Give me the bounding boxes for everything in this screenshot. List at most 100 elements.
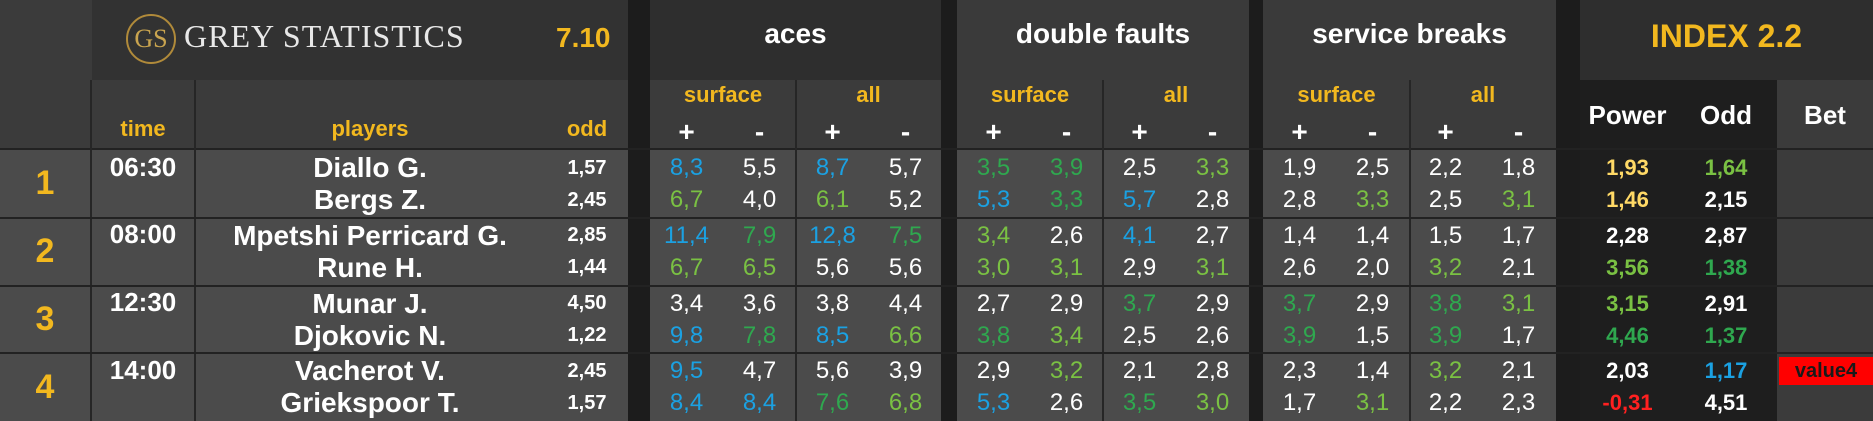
plus-sign: + bbox=[1437, 116, 1454, 147]
plus-sign: + bbox=[678, 116, 695, 147]
stat-value: 2,5 bbox=[1122, 154, 1157, 181]
col-divider bbox=[90, 80, 92, 421]
stat-value: 3,9 bbox=[1049, 154, 1084, 181]
stat-value: 2,9 bbox=[1049, 289, 1084, 317]
index-power-value: 1,93 bbox=[1606, 155, 1649, 180]
group-title-double-faults: double faults bbox=[1015, 18, 1191, 49]
stat-value: 5,3 bbox=[976, 186, 1011, 213]
index-power-value: 4,46 bbox=[1606, 322, 1649, 348]
stat-value: 3,4 bbox=[669, 289, 704, 317]
index-header bbox=[1580, 0, 1873, 80]
minus-sign: - bbox=[900, 116, 911, 147]
player-name[interactable]: Munar J. bbox=[312, 287, 428, 319]
stat-value: 3,0 bbox=[1195, 389, 1230, 417]
player-odd: 1,57 bbox=[567, 156, 607, 179]
player-odd: 1,22 bbox=[567, 324, 607, 346]
col-header-players: players bbox=[331, 116, 409, 141]
stat-value: 3,2 bbox=[1428, 357, 1463, 385]
stat-value: 2,7 bbox=[1195, 221, 1230, 249]
stat-value: 7,6 bbox=[815, 389, 850, 417]
index-odd-value: 1,37 bbox=[1704, 322, 1748, 348]
stat-value: 6,1 bbox=[815, 186, 850, 213]
stat-value: 3,9 bbox=[888, 357, 923, 385]
stat-value: 3,8 bbox=[976, 321, 1011, 349]
stat-value: 1,4 bbox=[1355, 221, 1390, 249]
index-power-col bbox=[1580, 80, 1675, 421]
index-title: INDEX 2.2 bbox=[1650, 18, 1803, 54]
index-odd-value: 2,91 bbox=[1704, 290, 1748, 316]
col-header-odd: odd bbox=[566, 116, 608, 141]
stat-value: 2,8 bbox=[1195, 186, 1230, 213]
stat-value: 2,3 bbox=[1282, 357, 1317, 385]
col-header-time: time bbox=[120, 116, 166, 141]
stat-value: 1,4 bbox=[1282, 221, 1317, 249]
stat-value: 2,5 bbox=[1355, 154, 1390, 181]
stat-value: 2,9 bbox=[1355, 289, 1390, 317]
player-name[interactable]: Mpetshi Perricard G. bbox=[233, 219, 507, 251]
group-separator bbox=[1249, 0, 1263, 421]
group-separator bbox=[1556, 0, 1580, 421]
aces-header-bg bbox=[650, 0, 941, 80]
stat-value: 8,7 bbox=[815, 154, 850, 181]
version-label: 7.10 bbox=[556, 22, 611, 53]
stat-value: 1,7 bbox=[1501, 221, 1536, 249]
stat-value: 6,7 bbox=[669, 253, 704, 281]
player-odd: 4,50 bbox=[567, 292, 607, 314]
stat-value: 2,7 bbox=[976, 289, 1011, 317]
player-odd: 1,44 bbox=[567, 256, 607, 279]
group-title-service-breaks: service breaks bbox=[1312, 18, 1507, 49]
stat-value: 5,3 bbox=[976, 389, 1011, 417]
stat-value: 2,2 bbox=[1428, 154, 1463, 181]
bet-badge[interactable]: value4 bbox=[1779, 357, 1873, 386]
stat-value: 4,7 bbox=[742, 357, 777, 385]
col-header-power: Power bbox=[1588, 100, 1667, 130]
stat-value: 12,8 bbox=[809, 221, 856, 249]
player-name[interactable]: Vacherot V. bbox=[295, 355, 445, 387]
minus-sign: - bbox=[1367, 116, 1378, 147]
player-odd: 2,85 bbox=[567, 224, 607, 247]
player-name[interactable]: Bergs Z. bbox=[313, 184, 427, 215]
minus-sign: - bbox=[754, 116, 765, 147]
index-odd-value: 4,51 bbox=[1704, 390, 1748, 416]
stat-value: 2,5 bbox=[1122, 321, 1157, 349]
sub-header-all: all bbox=[1470, 82, 1496, 107]
stat-value: 1,7 bbox=[1282, 389, 1317, 417]
stat-value: 3,1 bbox=[1355, 389, 1390, 417]
index-odd-value: 2,15 bbox=[1704, 187, 1748, 212]
stat-value: 7,8 bbox=[742, 321, 777, 349]
minus-sign: - bbox=[1207, 116, 1218, 147]
player-name[interactable]: Djokovic N. bbox=[293, 319, 447, 351]
stat-value: 3,4 bbox=[1049, 321, 1084, 349]
minus-sign: - bbox=[1061, 116, 1072, 147]
stat-value: 1,7 bbox=[1501, 321, 1536, 349]
stat-value: 3,4 bbox=[976, 221, 1011, 249]
stat-value: 5,6 bbox=[888, 253, 923, 281]
stat-value: 4,1 bbox=[1122, 221, 1157, 249]
stat-value: 3,3 bbox=[1195, 154, 1230, 181]
stat-value: 3,8 bbox=[1428, 289, 1463, 317]
player-name[interactable]: Griekspoor T. bbox=[280, 387, 460, 419]
col-divider bbox=[1409, 80, 1411, 421]
stat-value: 2,1 bbox=[1501, 357, 1536, 385]
df-header-bg bbox=[957, 0, 1249, 80]
stat-value: 2,8 bbox=[1282, 186, 1317, 213]
match-time: 08:00 bbox=[109, 219, 177, 250]
sub-header-all: all bbox=[1163, 82, 1189, 107]
stat-value: 8,4 bbox=[669, 389, 704, 417]
stat-value: 4,0 bbox=[742, 186, 777, 213]
stat-value: 3,2 bbox=[1428, 253, 1463, 281]
stat-value: 2,9 bbox=[976, 357, 1011, 385]
player-odd: 1,57 bbox=[567, 391, 607, 414]
stat-value: 2,6 bbox=[1049, 221, 1084, 249]
col-divider bbox=[194, 80, 196, 421]
row-divider bbox=[0, 284, 1873, 287]
stat-value: 3,7 bbox=[1282, 289, 1317, 317]
stat-value: 5,2 bbox=[888, 186, 923, 213]
stat-value: 3,3 bbox=[1049, 186, 1084, 213]
stat-value: 8,5 bbox=[815, 321, 850, 349]
player-name[interactable]: Diallo G. bbox=[313, 152, 427, 183]
stat-value: 2,6 bbox=[1282, 253, 1317, 281]
stat-value: 3,3 bbox=[1355, 186, 1390, 213]
stat-value: 2,3 bbox=[1501, 389, 1536, 417]
player-name[interactable]: Rune H. bbox=[317, 251, 423, 283]
